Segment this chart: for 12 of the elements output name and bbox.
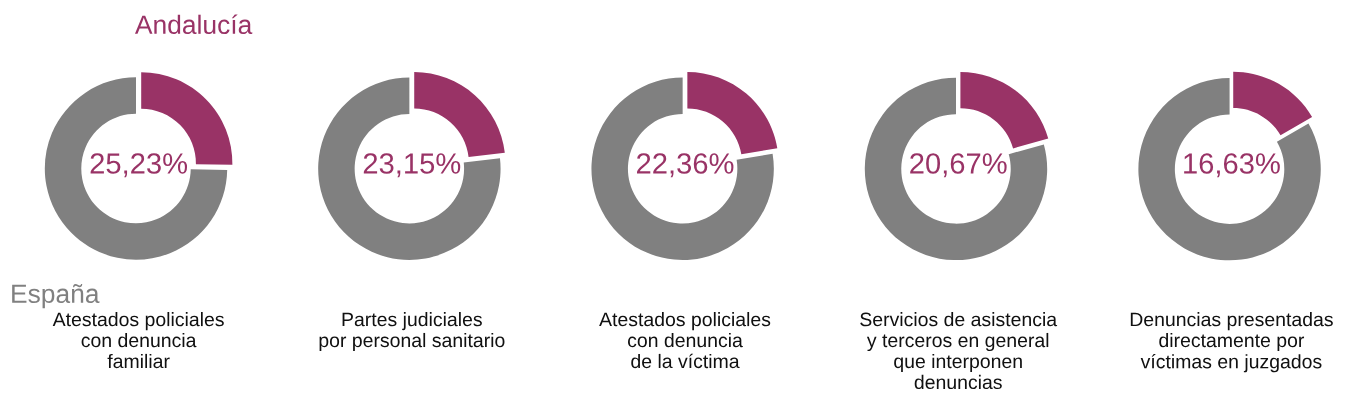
text: Servicios de asistencia y terceros en general que interponen denuncias [860, 312, 1058, 390]
text: Atestados policiales con denuncia familiar [52, 312, 224, 369]
data-label: 16,63% [1184, 153, 1280, 178]
slice-label: Andalucía [134, 14, 253, 35]
text: Denuncias presentadas directamente por víctimas en juzgados [1130, 312, 1333, 373]
data-label: 25,23% [90, 153, 188, 178]
slice-label: España [12, 283, 100, 309]
text: Atestados policiales con denuncia de la víctima [599, 312, 771, 369]
data-label: 20,67% [910, 153, 1007, 178]
data-label: 23,15% [363, 153, 461, 178]
text: Partes judiciales por personal sanitario [319, 312, 505, 352]
data-label: 22,36% [637, 153, 734, 178]
